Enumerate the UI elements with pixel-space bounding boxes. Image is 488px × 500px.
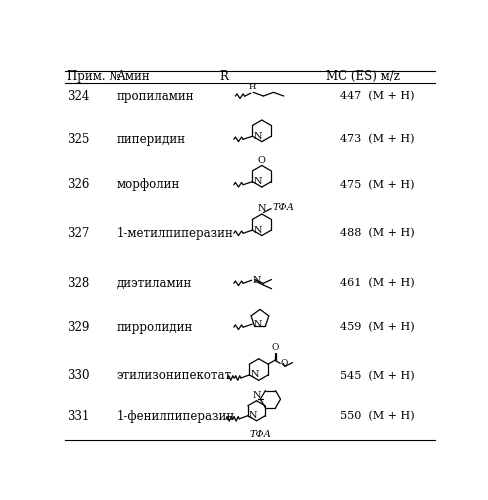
Text: 459  (M + H): 459 (M + H) [340, 322, 415, 332]
Text: пропиламин: пропиламин [117, 90, 194, 102]
Text: N: N [253, 177, 262, 186]
Text: N: N [253, 132, 262, 140]
Text: Амин: Амин [117, 70, 151, 84]
Text: пиперидин: пиперидин [117, 133, 186, 146]
Text: диэтиламин: диэтиламин [117, 277, 192, 290]
Text: 1-метилпиперазин: 1-метилпиперазин [117, 227, 234, 240]
Text: 550  (M + H): 550 (M + H) [340, 412, 415, 422]
Text: ТФА: ТФА [273, 202, 295, 211]
Text: 325: 325 [67, 133, 90, 146]
Text: 330: 330 [67, 369, 90, 382]
Text: 324: 324 [67, 90, 90, 102]
Text: R: R [219, 70, 228, 84]
Text: 447  (M + H): 447 (M + H) [340, 91, 414, 102]
Text: 461  (M + H): 461 (M + H) [340, 278, 415, 288]
Text: Прим. №: Прим. № [67, 70, 121, 84]
Text: 488  (M + H): 488 (M + H) [340, 228, 415, 238]
Text: N: N [252, 391, 261, 400]
Text: N: N [248, 411, 257, 420]
Text: N: N [258, 204, 266, 213]
Text: N: N [253, 226, 262, 234]
Text: ТФА: ТФА [249, 430, 271, 438]
Text: N: N [252, 276, 261, 284]
Text: 545  (M + H): 545 (M + H) [340, 370, 415, 381]
Text: 473  (M + H): 473 (M + H) [340, 134, 414, 144]
Text: O: O [258, 156, 266, 164]
Text: O: O [281, 359, 288, 368]
Text: H: H [249, 83, 256, 91]
Text: МС (ES) м/z: МС (ES) м/z [326, 70, 400, 84]
Text: 1-фенилпиперазин: 1-фенилпиперазин [117, 410, 235, 423]
Text: этилизонипекотат: этилизонипекотат [117, 369, 232, 382]
Text: пирролидин: пирролидин [117, 320, 193, 334]
Text: 326: 326 [67, 178, 90, 191]
Text: O: O [271, 343, 279, 352]
Text: 327: 327 [67, 227, 90, 240]
Text: морфолин: морфолин [117, 178, 180, 191]
Text: N: N [253, 320, 262, 328]
Text: 475  (M + H): 475 (M + H) [340, 180, 414, 190]
Text: 329: 329 [67, 320, 90, 334]
Text: 331: 331 [67, 410, 90, 423]
Text: 328: 328 [67, 277, 89, 290]
Text: N: N [250, 370, 259, 380]
